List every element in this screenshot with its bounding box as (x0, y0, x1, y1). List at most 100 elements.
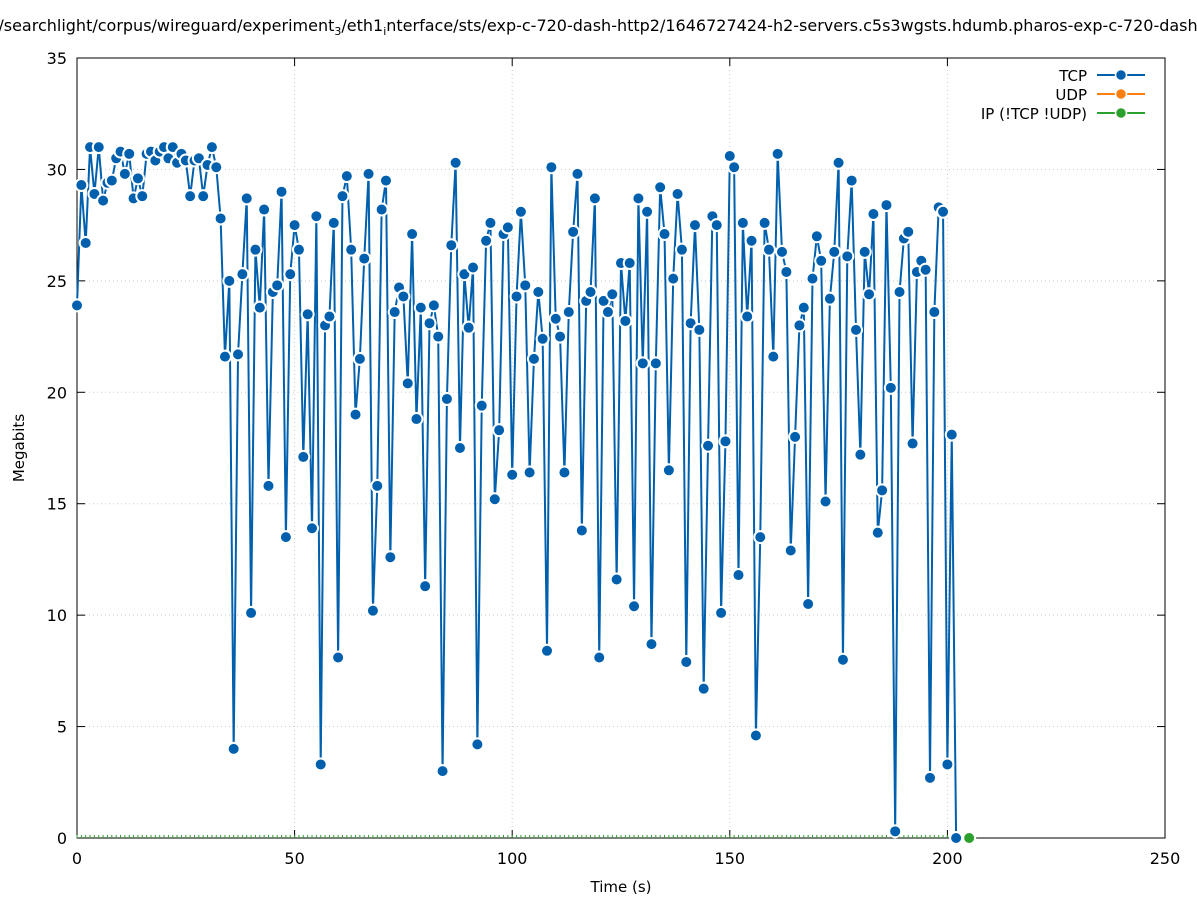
data-point (635, 356, 650, 371)
data-point (426, 298, 441, 313)
x-tick-label: 100 (497, 849, 528, 868)
data-point (801, 597, 816, 611)
y-tick-label: 25 (47, 272, 67, 291)
data-point (365, 603, 380, 618)
data-point (731, 568, 746, 583)
data-point (709, 218, 724, 233)
data-point (605, 287, 620, 302)
data-point (792, 318, 807, 333)
x-tick-label: 50 (284, 849, 304, 868)
data-point (331, 650, 346, 665)
data-point (879, 198, 894, 213)
y-tick-label: 15 (47, 495, 67, 514)
data-point (492, 423, 507, 438)
data-point (866, 207, 881, 221)
data-point (466, 260, 481, 275)
data-point (692, 322, 707, 337)
data-point (809, 229, 824, 244)
data-point (822, 291, 837, 306)
data-point (587, 191, 602, 206)
y-axis-label: Megabits (10, 414, 28, 482)
data-point (287, 218, 302, 233)
data-point (531, 285, 546, 299)
data-point (753, 530, 768, 545)
data-point (518, 278, 533, 293)
data-point (570, 166, 585, 181)
data-point (204, 140, 219, 155)
legend-marker (1114, 106, 1128, 120)
data-point (687, 218, 702, 233)
data-point (278, 530, 293, 545)
title-part: 3 (334, 25, 342, 39)
data-point (461, 320, 476, 335)
data-point (701, 438, 716, 453)
data-point (526, 351, 541, 366)
data-point (653, 180, 668, 195)
data-point (748, 728, 763, 743)
data-point (840, 249, 855, 264)
data-point (413, 300, 428, 315)
legend-label: TCP (1058, 67, 1087, 85)
data-point (918, 262, 933, 277)
data-point (592, 650, 607, 665)
data-point (196, 189, 211, 204)
data-point (322, 309, 337, 324)
data-point (727, 160, 742, 175)
data-point (452, 441, 467, 455)
data-point (409, 412, 424, 427)
data-point (505, 467, 520, 482)
title-part: i (383, 25, 387, 39)
x-tick-label: 150 (715, 849, 746, 868)
plot-frame (76, 57, 1166, 839)
data-point (209, 160, 224, 175)
data-point (940, 757, 955, 772)
data-point (96, 193, 111, 208)
data-point (622, 256, 637, 271)
data-point (666, 271, 681, 286)
data-point (805, 271, 820, 286)
data-point (740, 309, 755, 324)
data-point (544, 160, 559, 175)
data-point (374, 202, 389, 217)
data-point (775, 244, 790, 259)
data-point (326, 215, 341, 230)
chart-title: /searchlight/corpus/wireguard/experiment… (0, 16, 1197, 38)
data-point (714, 605, 729, 620)
x-tick-label: 250 (1150, 849, 1181, 868)
data-point (831, 155, 846, 170)
data-point (540, 643, 555, 658)
data-point (557, 465, 572, 480)
x-tick-label: 0 (72, 849, 82, 868)
data-point (300, 307, 315, 322)
data-point (796, 300, 811, 315)
series-ip-tcp-udp- (962, 831, 977, 845)
data-point (252, 300, 267, 315)
x-tick-label: 200 (932, 849, 963, 868)
data-point (513, 204, 528, 219)
data-point (644, 637, 659, 652)
data-point (78, 235, 93, 250)
legend-marker (1114, 87, 1128, 101)
data-point (296, 449, 311, 464)
data-point (270, 278, 285, 293)
data-point (261, 478, 276, 493)
data-point (274, 184, 289, 199)
data-point (779, 264, 794, 279)
data-point (378, 173, 393, 188)
data-point (849, 322, 864, 337)
data-point (483, 215, 498, 230)
title-part: /eth1 (341, 16, 384, 35)
data-point (631, 191, 646, 206)
data-point (244, 605, 259, 620)
data-point (348, 407, 363, 422)
data-point (283, 267, 298, 282)
data-point (431, 329, 446, 344)
data-point (122, 146, 137, 161)
data-point (783, 543, 798, 558)
data-point (936, 204, 951, 219)
data-point (435, 764, 450, 779)
data-point (901, 224, 916, 239)
data-point (396, 289, 411, 304)
data-point (761, 242, 776, 257)
